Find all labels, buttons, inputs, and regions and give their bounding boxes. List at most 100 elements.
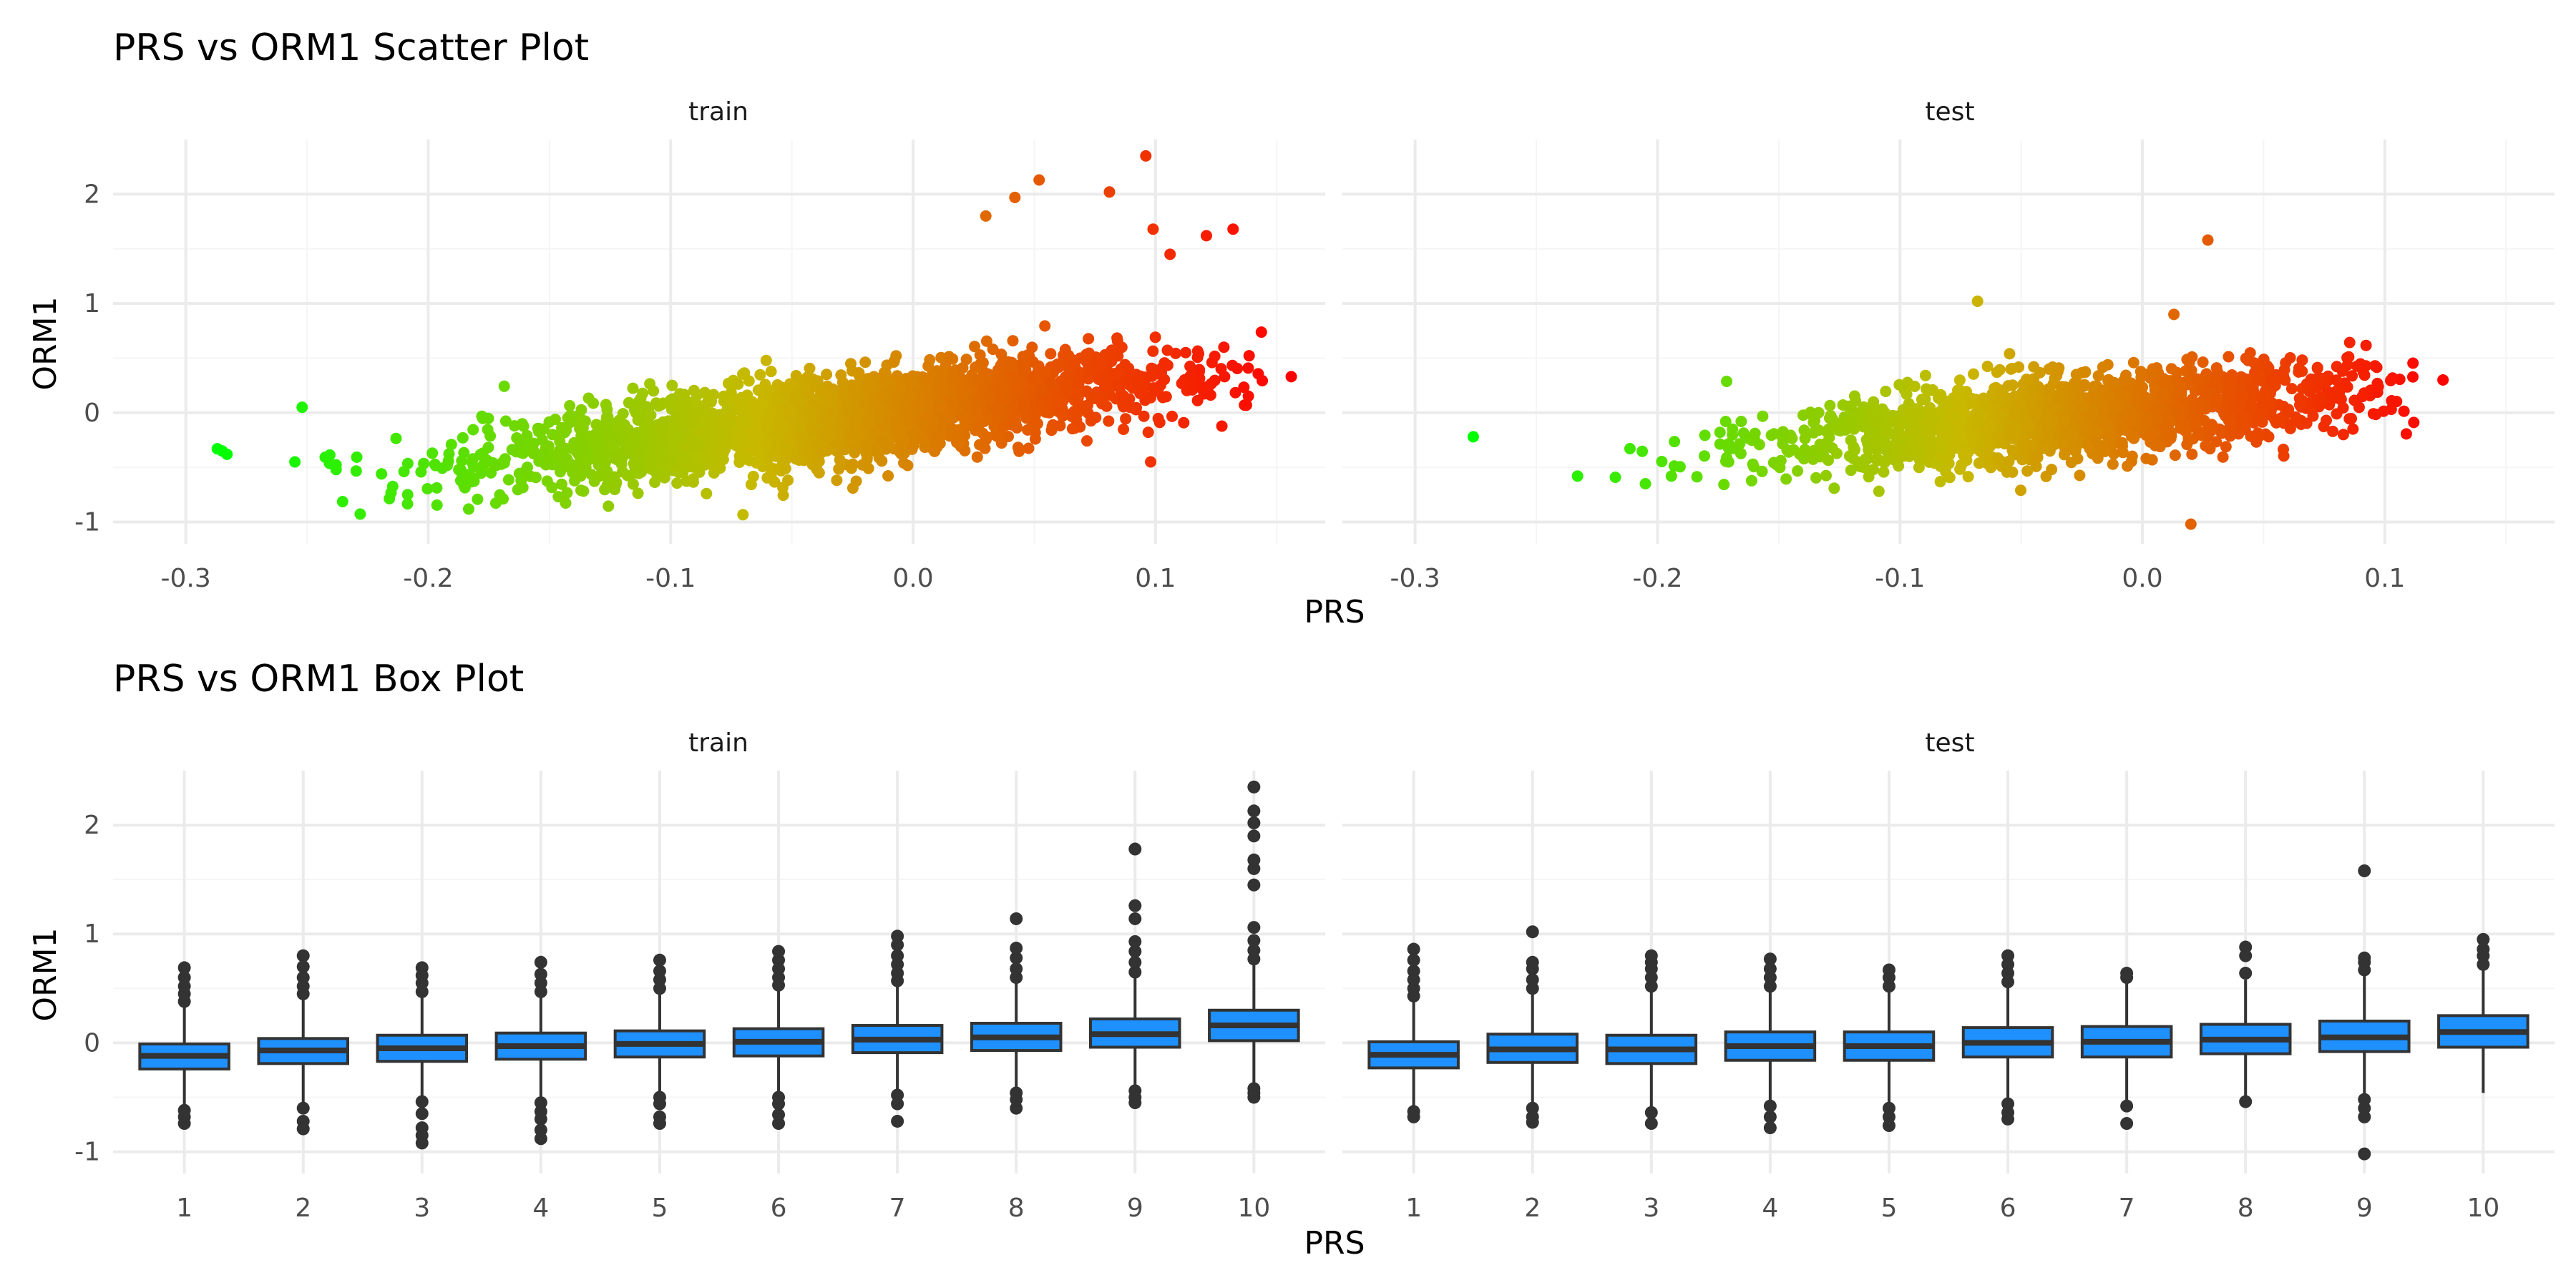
- box-outlier: [415, 961, 429, 975]
- scatter-point: [1201, 381, 1213, 393]
- scatter-point: [1285, 371, 1297, 383]
- scatter-point: [1966, 392, 1978, 404]
- scatter-point: [453, 464, 465, 476]
- scatter-point: [1178, 416, 1190, 429]
- scatter-point: [2278, 444, 2289, 455]
- scatter-point: [330, 464, 342, 476]
- scatter-point: [1027, 372, 1039, 384]
- scatter-point: [1096, 396, 1108, 408]
- scatter-point: [458, 447, 470, 459]
- scatter-point: [2017, 379, 2029, 391]
- scatter-point: [834, 454, 846, 466]
- scatter-point: [1166, 410, 1178, 422]
- scatter-point: [1227, 223, 1239, 235]
- scatter-point: [2151, 412, 2163, 424]
- scatter-point: [2371, 377, 2384, 389]
- x-tick-label: -0.1: [645, 564, 696, 593]
- scatter-point: [1968, 368, 1979, 380]
- scatter-point: [2307, 410, 2319, 422]
- scatter-point: [1120, 413, 1132, 425]
- scatter-point: [2371, 361, 2383, 374]
- scatter-point: [1805, 447, 1817, 458]
- scatter-point: [1737, 427, 1750, 439]
- scatter-point: [1255, 326, 1267, 338]
- scatter-point: [613, 421, 625, 433]
- scatter-point: [2386, 395, 2398, 406]
- scatter-point: [938, 384, 950, 396]
- scatter-point: [1229, 386, 1241, 399]
- scatter-point: [2327, 425, 2339, 437]
- scatter-point: [969, 341, 980, 353]
- scatter-point: [1805, 406, 1817, 419]
- scatter-point: [2311, 373, 2323, 385]
- scatter-point: [1921, 417, 1933, 429]
- scatter-point: [1609, 472, 1621, 483]
- scatter-point: [599, 484, 611, 496]
- scatter-point: [1140, 150, 1152, 162]
- box-outlier: [296, 949, 310, 962]
- scatter-point: [2190, 417, 2202, 429]
- x-tick-label: 5: [652, 1194, 668, 1223]
- scatter-point: [1009, 415, 1021, 427]
- scatter-point: [627, 382, 639, 394]
- scatter-point: [993, 401, 1005, 414]
- scatter-point: [934, 402, 946, 414]
- box-outlier: [534, 955, 547, 969]
- scatter-x-axis-title: PRS: [1304, 594, 1365, 630]
- scatter-point: [779, 462, 791, 474]
- x-tick-label: -0.2: [1632, 564, 1682, 593]
- scatter-point: [1029, 433, 1041, 445]
- scatter-point: [754, 369, 766, 381]
- scatter-point: [2385, 374, 2396, 386]
- scatter-point: [1064, 371, 1075, 382]
- scatter-point: [736, 415, 748, 427]
- scatter-point: [2285, 383, 2298, 395]
- box-outlier: [1247, 816, 1261, 830]
- scatter-point: [2353, 401, 2365, 414]
- scatter-point: [1953, 374, 1966, 386]
- scatter-point: [1913, 462, 1925, 474]
- scatter-point: [756, 398, 769, 410]
- scatter-point: [835, 369, 847, 381]
- scatter-point: [2172, 377, 2185, 389]
- scatter-point: [635, 448, 647, 460]
- scatter-point: [537, 447, 550, 459]
- box-outlier: [296, 1101, 310, 1115]
- y-tick-label: 1: [84, 919, 100, 949]
- x-tick-label: 6: [771, 1194, 787, 1223]
- box-outlier: [1882, 1119, 1896, 1133]
- scatter-point: [336, 496, 348, 507]
- scatter-point: [737, 509, 749, 521]
- scatter-point: [2026, 384, 2039, 396]
- scatter-point: [384, 492, 396, 504]
- box-outlier: [1644, 949, 1658, 962]
- scatter-point: [630, 401, 642, 413]
- scatter-point: [1907, 412, 1919, 424]
- scatter-point: [847, 428, 859, 439]
- scatter-point: [1216, 420, 1228, 432]
- scatter-point: [955, 388, 967, 399]
- x-tick-label: 8: [2238, 1194, 2254, 1223]
- box-outlier: [1247, 878, 1261, 892]
- scatter-point: [888, 355, 900, 367]
- scatter-point: [649, 477, 661, 488]
- scatter-point: [1845, 434, 1857, 447]
- scatter-point: [762, 410, 774, 421]
- scatter-point: [1083, 333, 1095, 345]
- scatter-point: [445, 439, 457, 451]
- scatter-point: [2018, 441, 2030, 454]
- scatter-point: [980, 335, 992, 347]
- scatter-point: [2202, 234, 2214, 246]
- scatter-point: [816, 386, 828, 398]
- scatter-point: [2193, 427, 2205, 439]
- scatter-point: [725, 410, 737, 422]
- box-plot-title: PRS vs ORM1 Box Plot: [113, 658, 524, 701]
- x-tick-label: 3: [414, 1194, 430, 1223]
- scatter-point: [474, 449, 487, 461]
- scatter-point: [833, 463, 845, 475]
- scatter-point: [2052, 391, 2064, 404]
- scatter-point: [821, 369, 833, 381]
- scatter-point: [823, 431, 835, 442]
- scatter-point: [2122, 460, 2134, 472]
- scatter-point: [1636, 445, 1649, 457]
